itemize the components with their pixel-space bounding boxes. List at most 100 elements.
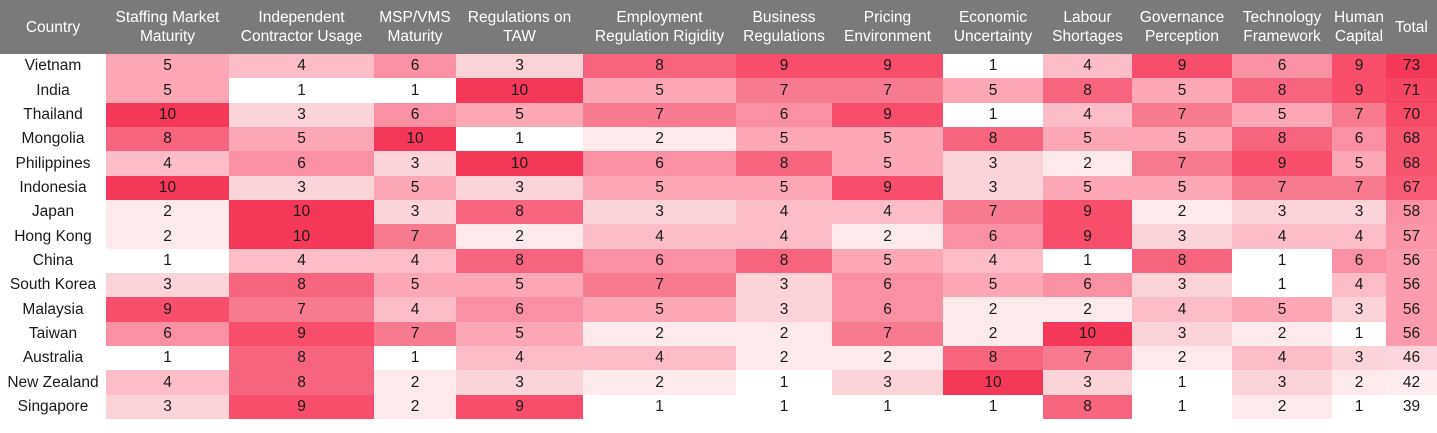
heatmap-cell-icu: 4 bbox=[229, 248, 374, 274]
heatmap-cell-icu: 3 bbox=[229, 175, 374, 201]
heatmap-cell-hum: 2 bbox=[1332, 370, 1386, 395]
heatmap-cell-msp: 1 bbox=[374, 346, 456, 371]
heatmap-cell-msp: 4 bbox=[374, 297, 456, 322]
table-row: New Zealand 4 8 2 3 2 1 3 10 3 1 3 2 42 bbox=[0, 370, 1437, 395]
heatmap-cell-icu: 7 bbox=[229, 297, 374, 322]
heatmap-cell-pri: 9 bbox=[832, 54, 943, 79]
heatmap-cell-eco: 10 bbox=[943, 370, 1043, 395]
heatmap-cell-err: 3 bbox=[583, 200, 736, 225]
heatmap-cell-msp: 4 bbox=[374, 248, 456, 274]
heatmap-cell-tec: 3 bbox=[1232, 200, 1332, 225]
heatmap-cell-eco: 1 bbox=[943, 54, 1043, 79]
header-row: Country Staffing Market Maturity Independe… bbox=[0, 0, 1437, 54]
heatmap-cell-icu: 10 bbox=[229, 200, 374, 225]
heatmap-cell-pri: 7 bbox=[832, 78, 943, 103]
heatmap-cell-gov: 5 bbox=[1132, 127, 1232, 152]
heatmap-cell-gov: 1 bbox=[1132, 370, 1232, 395]
heatmap-cell-err: 5 bbox=[583, 175, 736, 201]
heatmap-cell-smm: 3 bbox=[106, 273, 229, 298]
heatmap-cell-lab: 7 bbox=[1043, 346, 1132, 371]
heatmap-cell-eco: 8 bbox=[943, 127, 1043, 152]
heatmap-cell-pri: 5 bbox=[832, 248, 943, 274]
heatmap-cell-tec: 3 bbox=[1232, 370, 1332, 395]
heatmap-cell-gov: 2 bbox=[1132, 200, 1232, 225]
heatmap-cell-bus: 6 bbox=[736, 102, 832, 128]
heatmap-cell-taw: 3 bbox=[456, 54, 583, 79]
country-label: India bbox=[0, 78, 106, 103]
heatmap-cell-hum: 9 bbox=[1332, 54, 1386, 79]
table-row: Thailand 10 3 6 5 7 6 9 1 4 7 5 7 70 bbox=[0, 102, 1437, 128]
heatmap-cell-icu: 4 bbox=[229, 54, 374, 79]
heatmap-cell-err: 2 bbox=[583, 127, 736, 152]
table-row: Vietnam 5 4 6 3 8 9 9 1 4 9 6 9 73 bbox=[0, 54, 1437, 79]
heatmap-cell-gov: 4 bbox=[1132, 297, 1232, 322]
heatmap-cell-eco: 6 bbox=[943, 224, 1043, 249]
country-label: Mongolia bbox=[0, 127, 106, 152]
heatmap-cell-eco: 1 bbox=[943, 394, 1043, 420]
table-row: India 5 1 1 10 5 7 7 5 8 5 8 9 71 bbox=[0, 78, 1437, 103]
heatmap-cell-err: 7 bbox=[583, 102, 736, 128]
heatmap-cell-smm: 5 bbox=[106, 78, 229, 103]
heatmap-cell-hum: 1 bbox=[1332, 321, 1386, 347]
heatmap-cell-err: 2 bbox=[583, 370, 736, 395]
heatmap-cell-eco: 7 bbox=[943, 200, 1043, 225]
heatmap-cell-smm: 6 bbox=[106, 321, 229, 347]
heatmap-cell-smm: 4 bbox=[106, 370, 229, 395]
heatmap-cell-taw: 5 bbox=[456, 102, 583, 128]
table-row: Singapore 3 9 2 9 1 1 1 1 8 1 2 1 39 bbox=[0, 394, 1437, 420]
table-body: Vietnam 5 4 6 3 8 9 9 1 4 9 6 9 73 India 5 1 1 10 5 7 7 5 8 5 8 9 7… bbox=[0, 54, 1437, 420]
country-label: South Korea bbox=[0, 273, 106, 298]
country-label: Thailand bbox=[0, 102, 106, 128]
heatmap-cell-tec: 2 bbox=[1232, 394, 1332, 420]
heatmap-cell-icu: 8 bbox=[229, 370, 374, 395]
total-cell: 56 bbox=[1386, 248, 1437, 274]
heatmap-cell-pri: 6 bbox=[832, 273, 943, 298]
total-cell: 46 bbox=[1386, 346, 1437, 371]
heatmap-cell-tec: 5 bbox=[1232, 102, 1332, 128]
heatmap-cell-hum: 4 bbox=[1332, 273, 1386, 298]
total-cell: 56 bbox=[1386, 297, 1437, 322]
heatmap-table: Country Staffing Market Maturity Independe… bbox=[0, 0, 1437, 420]
heatmap-cell-lab: 2 bbox=[1043, 151, 1132, 176]
heatmap-cell-msp: 2 bbox=[374, 394, 456, 420]
heatmap-cell-gov: 9 bbox=[1132, 54, 1232, 79]
heatmap-cell-taw: 3 bbox=[456, 175, 583, 201]
heatmap-cell-lab: 3 bbox=[1043, 370, 1132, 395]
country-label: Vietnam bbox=[0, 54, 106, 79]
heatmap-cell-eco: 3 bbox=[943, 175, 1043, 201]
heatmap-cell-hum: 9 bbox=[1332, 78, 1386, 103]
column-header-err: Employment Regulation Rigidity bbox=[583, 0, 736, 54]
total-cell: 57 bbox=[1386, 224, 1437, 249]
heatmap-cell-pri: 5 bbox=[832, 151, 943, 176]
heatmap-cell-lab: 6 bbox=[1043, 273, 1132, 298]
heatmap-cell-err: 2 bbox=[583, 321, 736, 347]
heatmap-cell-msp: 3 bbox=[374, 151, 456, 176]
total-cell: 67 bbox=[1386, 175, 1437, 201]
heatmap-cell-hum: 3 bbox=[1332, 297, 1386, 322]
column-header-lab: Labour Shortages bbox=[1043, 0, 1132, 54]
heatmap-cell-bus: 3 bbox=[736, 273, 832, 298]
heatmap-cell-pri: 5 bbox=[832, 127, 943, 152]
heatmap-cell-tec: 4 bbox=[1232, 346, 1332, 371]
heatmap-cell-msp: 7 bbox=[374, 321, 456, 347]
heatmap-cell-gov: 7 bbox=[1132, 151, 1232, 176]
heatmap-cell-tec: 1 bbox=[1232, 273, 1332, 298]
country-label: Malaysia bbox=[0, 297, 106, 322]
heatmap-cell-pri: 2 bbox=[832, 224, 943, 249]
heatmap-cell-pri: 7 bbox=[832, 321, 943, 347]
table-row: Malaysia 9 7 4 6 5 3 6 2 2 4 5 3 56 bbox=[0, 297, 1437, 322]
heatmap-cell-msp: 5 bbox=[374, 273, 456, 298]
total-cell: 73 bbox=[1386, 54, 1437, 79]
heatmap-cell-gov: 1 bbox=[1132, 394, 1232, 420]
heatmap-cell-tec: 7 bbox=[1232, 175, 1332, 201]
heatmap-cell-gov: 8 bbox=[1132, 248, 1232, 274]
heatmap-cell-taw: 5 bbox=[456, 273, 583, 298]
heatmap-cell-tec: 9 bbox=[1232, 151, 1332, 176]
country-label: Taiwan bbox=[0, 321, 106, 347]
table-row: Hong Kong 2 10 7 2 4 4 2 6 9 3 4 4 57 bbox=[0, 224, 1437, 249]
heatmap-cell-taw: 4 bbox=[456, 346, 583, 371]
heatmap-cell-gov: 2 bbox=[1132, 346, 1232, 371]
column-header-icu: Independent Contractor Usage bbox=[229, 0, 374, 54]
table-row: Australia 1 8 1 4 4 2 2 8 7 2 4 3 46 bbox=[0, 346, 1437, 371]
